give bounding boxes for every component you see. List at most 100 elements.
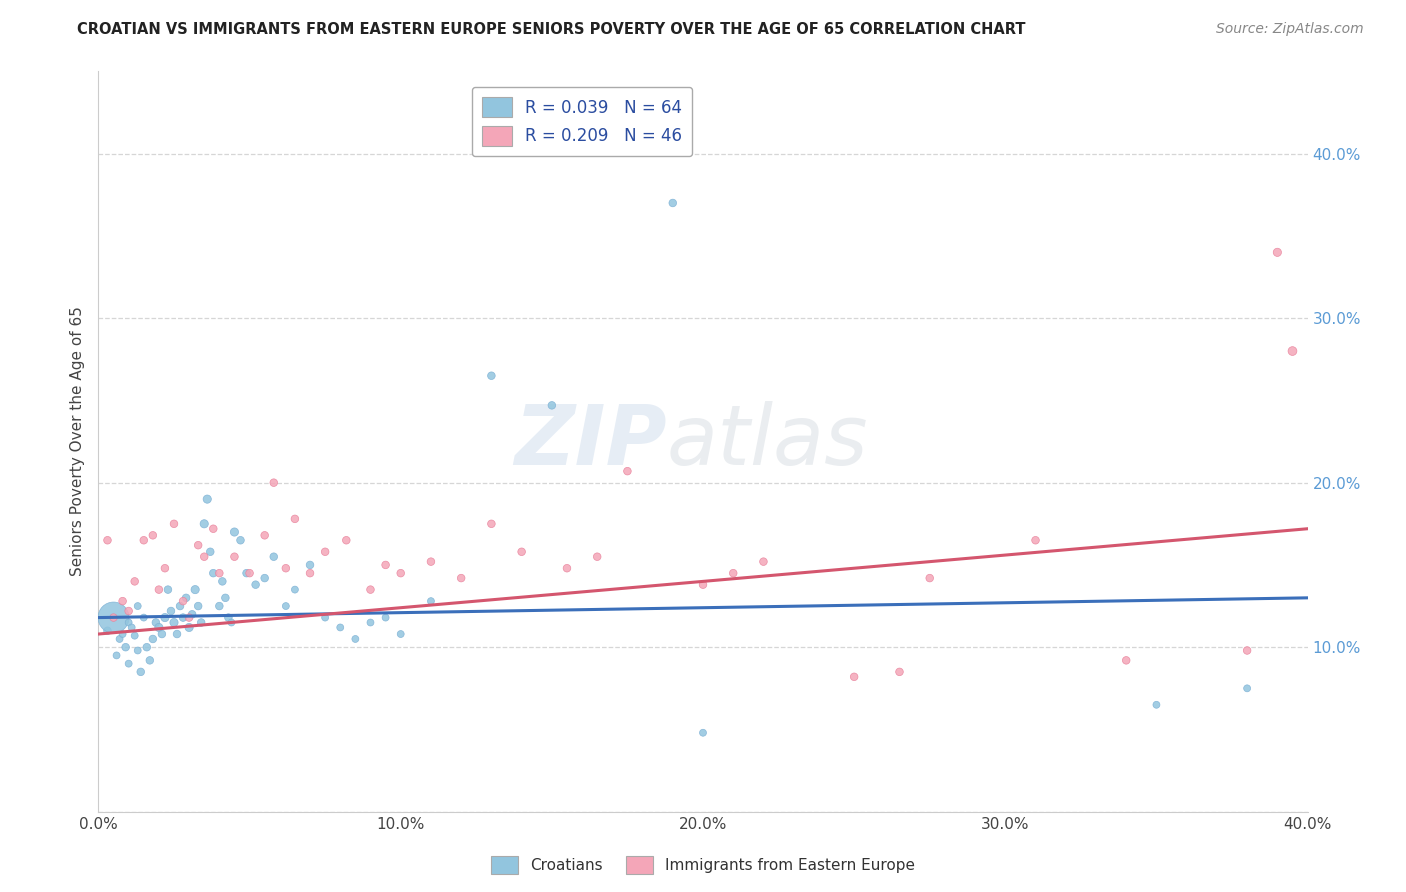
Point — [187, 599, 209, 613]
Point — [108, 632, 131, 646]
Point — [202, 522, 225, 536]
Point — [263, 475, 285, 490]
Point — [139, 653, 162, 667]
Point — [179, 610, 201, 624]
Point — [217, 610, 239, 624]
Point — [284, 512, 307, 526]
Point — [555, 561, 578, 575]
Point — [96, 624, 118, 638]
Point — [118, 615, 141, 630]
Point — [1024, 533, 1046, 548]
Point — [127, 643, 149, 657]
Point — [389, 627, 412, 641]
Point — [481, 516, 503, 531]
Point — [208, 599, 231, 613]
Point — [299, 558, 322, 572]
Point — [214, 591, 236, 605]
Point — [1267, 245, 1289, 260]
Point — [118, 657, 141, 671]
Point — [179, 620, 201, 634]
Point — [111, 627, 134, 641]
Point — [105, 648, 128, 663]
Point — [253, 571, 276, 585]
Point — [586, 549, 609, 564]
Point — [103, 610, 125, 624]
Point — [450, 571, 472, 585]
Point — [692, 725, 714, 739]
Point — [1281, 344, 1303, 359]
Point — [208, 566, 231, 581]
Text: ZIP: ZIP — [515, 401, 666, 482]
Point — [1115, 653, 1137, 667]
Point — [127, 599, 149, 613]
Point — [1236, 681, 1258, 696]
Point — [284, 582, 307, 597]
Point — [156, 582, 179, 597]
Point — [314, 610, 336, 624]
Point — [235, 566, 257, 581]
Point — [723, 566, 745, 581]
Point — [114, 640, 136, 655]
Point — [616, 464, 638, 478]
Point — [752, 555, 775, 569]
Point — [335, 533, 357, 548]
Point — [187, 538, 209, 552]
Point — [121, 620, 143, 634]
Point — [1144, 698, 1167, 712]
Point — [111, 594, 134, 608]
Point — [692, 577, 714, 591]
Point — [142, 528, 165, 542]
Point — [844, 670, 866, 684]
Point — [96, 533, 118, 548]
Point — [172, 594, 194, 608]
Point — [274, 561, 297, 575]
Text: CROATIAN VS IMMIGRANTS FROM EASTERN EUROPE SENIORS POVERTY OVER THE AGE OF 65 CO: CROATIAN VS IMMIGRANTS FROM EASTERN EURO… — [77, 22, 1026, 37]
Point — [181, 607, 204, 622]
Point — [661, 196, 683, 211]
Point — [540, 398, 562, 412]
Point — [245, 577, 267, 591]
Point — [510, 545, 533, 559]
Point — [132, 533, 155, 548]
Legend: R = 0.039   N = 64, R = 0.209   N = 46: R = 0.039 N = 64, R = 0.209 N = 46 — [472, 87, 692, 156]
Point — [374, 558, 396, 572]
Point — [193, 549, 215, 564]
Point — [202, 566, 225, 581]
Point — [160, 604, 183, 618]
Text: Source: ZipAtlas.com: Source: ZipAtlas.com — [1216, 22, 1364, 37]
Point — [374, 610, 396, 624]
Point — [124, 629, 146, 643]
Point — [481, 368, 503, 383]
Point — [174, 591, 197, 605]
Point — [132, 610, 155, 624]
Point — [918, 571, 941, 585]
Point — [224, 524, 246, 539]
Point — [193, 516, 215, 531]
Point — [1236, 643, 1258, 657]
Point — [118, 604, 141, 618]
Point — [263, 549, 285, 564]
Point — [150, 627, 173, 641]
Point — [103, 610, 125, 624]
Point — [169, 599, 191, 613]
Point — [195, 492, 218, 507]
Point — [224, 549, 246, 564]
Point — [314, 545, 336, 559]
Point — [329, 620, 352, 634]
Point — [239, 566, 262, 581]
Point — [163, 516, 186, 531]
Point — [229, 533, 252, 548]
Point — [211, 574, 233, 589]
Point — [360, 615, 382, 630]
Point — [253, 528, 276, 542]
Point — [129, 665, 152, 679]
Point — [163, 615, 186, 630]
Point — [420, 594, 443, 608]
Point — [148, 620, 170, 634]
Point — [135, 640, 157, 655]
Point — [153, 610, 176, 624]
Point — [389, 566, 412, 581]
Point — [145, 615, 167, 630]
Point — [190, 615, 212, 630]
Point — [184, 582, 207, 597]
